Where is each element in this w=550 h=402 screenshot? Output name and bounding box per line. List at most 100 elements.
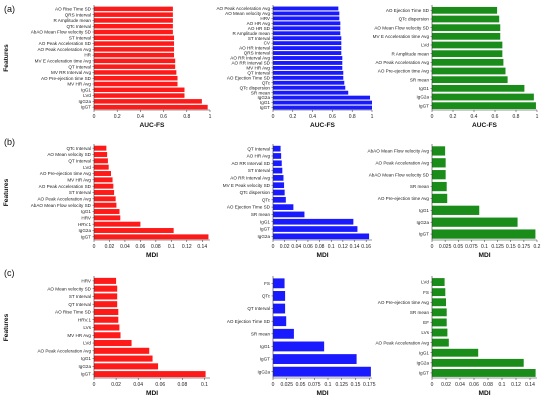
x-tick-label: 0.14	[525, 382, 535, 388]
bar	[94, 234, 209, 240]
category-label: AO Pre-ejection time Avg	[378, 300, 430, 305]
bar	[273, 278, 285, 289]
x-tick-label: 0.12	[338, 244, 348, 250]
bar	[273, 6, 339, 11]
category-label: IgG1	[81, 209, 91, 214]
x-tick-label: 0.075	[465, 244, 478, 250]
bar	[273, 204, 294, 210]
bar	[94, 52, 175, 58]
bar	[432, 170, 446, 180]
bar	[94, 70, 177, 75]
bar	[432, 67, 506, 75]
x-tick-label: 0.2	[289, 114, 296, 120]
category-label: LVd	[421, 280, 429, 285]
bar	[94, 58, 176, 64]
bar	[273, 90, 349, 95]
bar	[432, 229, 536, 239]
category-label: ST Interval	[69, 190, 91, 195]
category-label: AO Peak Acceleration Avg	[375, 340, 429, 345]
category-label: R Amplitude mean	[391, 51, 429, 56]
bar	[94, 23, 173, 29]
x-axis-label: MDI	[478, 252, 490, 259]
x-tick-label: 0	[93, 114, 96, 120]
x-tick-label: 0	[431, 244, 434, 250]
x-tick-label: 0	[93, 382, 96, 388]
bar	[432, 158, 446, 168]
bar	[94, 190, 115, 195]
category-label: HRV	[81, 215, 92, 220]
x-tick-label: 0.02	[111, 382, 121, 388]
category-label: IgG1	[419, 208, 429, 213]
x-tick-label: 0	[272, 114, 275, 120]
bar	[273, 75, 344, 80]
bar	[94, 209, 120, 214]
bar	[273, 46, 342, 51]
x-tick-label: 0	[272, 244, 275, 250]
category-label: QT Interval	[68, 158, 91, 163]
category-label: QT Interval	[247, 70, 270, 75]
category-label: AbAO Mean Flow velocity SD	[31, 30, 92, 35]
category-label: IgGT	[81, 105, 91, 110]
category-label: IgGT	[419, 371, 429, 376]
bar	[273, 56, 343, 60]
category-label: LVd	[83, 341, 91, 346]
x-tick-label: 0.1	[481, 244, 488, 250]
bar	[432, 358, 524, 367]
category-label: AO Mean velocity SD	[47, 286, 91, 291]
x-tick-label: 0.02	[441, 382, 451, 388]
category-label: AO Pre-ejection time Avg	[40, 171, 92, 176]
bar	[273, 16, 340, 21]
bar	[94, 371, 206, 378]
category-label: MV HR Avg	[67, 177, 91, 182]
category-label: AO Pre-ejection time Avg	[378, 69, 430, 74]
category-label: MV HR Avg	[246, 66, 270, 71]
x-axis-label: AUC-FS	[140, 122, 166, 129]
x-tick-label: 0.2	[114, 114, 121, 120]
category-label: LVd	[83, 93, 91, 98]
x-tick-label: 0.14	[197, 244, 207, 250]
category-label: FS	[423, 290, 429, 295]
category-label: IgG1	[260, 344, 270, 349]
bar	[432, 24, 501, 32]
x-tick-label: 0.1	[168, 244, 175, 250]
category-label: AO Peak Acceleration Avg	[375, 60, 429, 65]
bar	[94, 347, 150, 354]
bar	[273, 167, 283, 174]
category-label: IgGT	[419, 103, 429, 108]
panel-label: (a)	[4, 4, 15, 14]
bar	[273, 366, 371, 377]
x-tick-label: 0.08	[151, 244, 161, 250]
category-label: IgG2a	[78, 99, 91, 104]
category-label: SR mean	[251, 90, 271, 95]
x-tick-label: 0.025	[280, 382, 293, 388]
category-label: SR mean	[251, 331, 271, 336]
bar	[432, 15, 500, 23]
bar	[273, 218, 354, 225]
category-label: AO Peak Acceleration Avg	[37, 47, 91, 52]
category-label: IgGT	[81, 234, 91, 239]
category-label: QTc	[262, 80, 271, 85]
x-tick-label: 0.125	[491, 244, 504, 250]
bar	[273, 196, 286, 203]
x-axis-label: AUC-FS	[472, 122, 498, 129]
category-label: EF	[423, 320, 429, 325]
category-label: R Amplitude mean	[232, 31, 270, 36]
category-label: QTc Interval	[66, 24, 91, 29]
bar	[432, 181, 447, 192]
bar	[94, 35, 175, 41]
x-tick-label: 0.2	[534, 244, 541, 250]
bar	[273, 233, 370, 240]
category-label: HRV	[81, 278, 92, 283]
bar	[94, 18, 173, 23]
bar	[94, 363, 159, 370]
x-tick-label: 0.02	[105, 244, 115, 250]
bar	[94, 41, 175, 46]
category-label: IgG2a	[416, 220, 429, 225]
x-tick-label: 0.04	[291, 244, 301, 250]
category-label: AO Pre-ejection time Avg	[378, 196, 430, 201]
x-tick-label: 0.8	[513, 114, 520, 120]
x-tick-label: 0.125	[335, 382, 348, 388]
category-label: AO Peak Acceleration Avg	[37, 196, 91, 201]
bar	[94, 145, 107, 151]
bar	[94, 355, 153, 362]
